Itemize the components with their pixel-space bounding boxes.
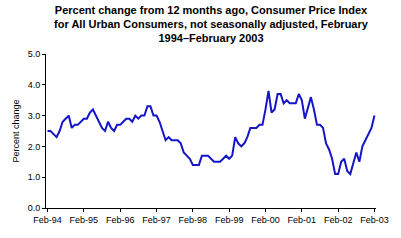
svg-text:Feb-99: Feb-99 [215, 215, 244, 225]
svg-text:Feb-97: Feb-97 [142, 215, 171, 225]
svg-text:1.0: 1.0 [28, 172, 41, 182]
svg-text:Feb-96: Feb-96 [106, 215, 135, 225]
svg-text:Feb-01: Feb-01 [288, 215, 317, 225]
svg-text:4.0: 4.0 [28, 80, 41, 90]
svg-text:Feb-94: Feb-94 [33, 215, 62, 225]
svg-text:Percent change from 12 months: Percent change from 12 months ago, Consu… [54, 4, 369, 45]
svg-text:Feb-00: Feb-00 [251, 215, 280, 225]
svg-text:2.0: 2.0 [28, 142, 41, 152]
svg-text:Percent change: Percent change [11, 99, 21, 162]
svg-text:Feb-03: Feb-03 [360, 215, 389, 225]
svg-text:0.0: 0.0 [28, 203, 41, 213]
svg-text:Feb-98: Feb-98 [179, 215, 208, 225]
svg-text:Feb-95: Feb-95 [70, 215, 99, 225]
svg-text:5.0: 5.0 [28, 49, 41, 59]
svg-text:3.0: 3.0 [28, 111, 41, 121]
svg-text:Feb-02: Feb-02 [324, 215, 353, 225]
